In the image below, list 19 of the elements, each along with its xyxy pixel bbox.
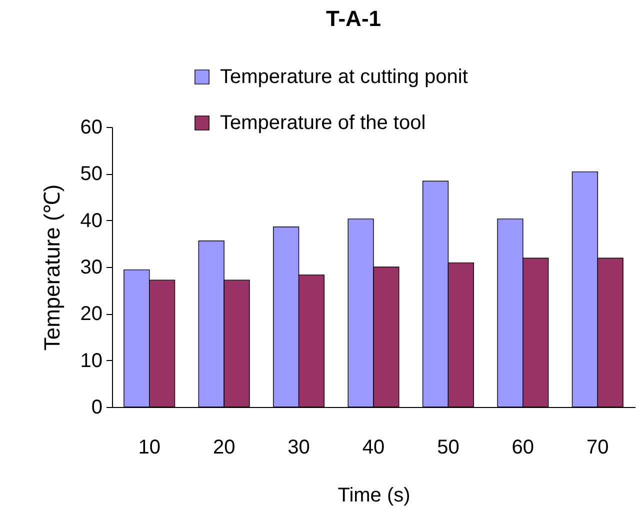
chart-title: T-A-1 — [326, 6, 381, 31]
x-tick-label: 70 — [586, 436, 609, 458]
y-tick-label: 60 — [80, 116, 102, 138]
y-tick-label: 50 — [80, 163, 102, 186]
y-tick-label: 40 — [80, 210, 102, 232]
legend-label: Temperature of the tool — [220, 112, 426, 134]
x-tick-label: 40 — [362, 436, 385, 458]
x-tick-label: 10 — [138, 436, 160, 458]
x-tick-label: 50 — [437, 436, 460, 458]
x-tick-label: 60 — [512, 436, 534, 458]
x-tick-label: 20 — [212, 436, 236, 458]
y-tick-label: 0 — [91, 396, 102, 418]
y-tick-label: 10 — [80, 350, 102, 372]
y-tick-label: 30 — [80, 256, 102, 278]
legend-label: Temperature at cutting ponit — [220, 66, 468, 88]
y-axis-title: Temperature (℃) — [39, 184, 64, 351]
x-tick-label: 30 — [288, 436, 310, 458]
x-axis-title: Time (s) — [338, 484, 410, 506]
y-tick-label: 20 — [80, 303, 102, 326]
